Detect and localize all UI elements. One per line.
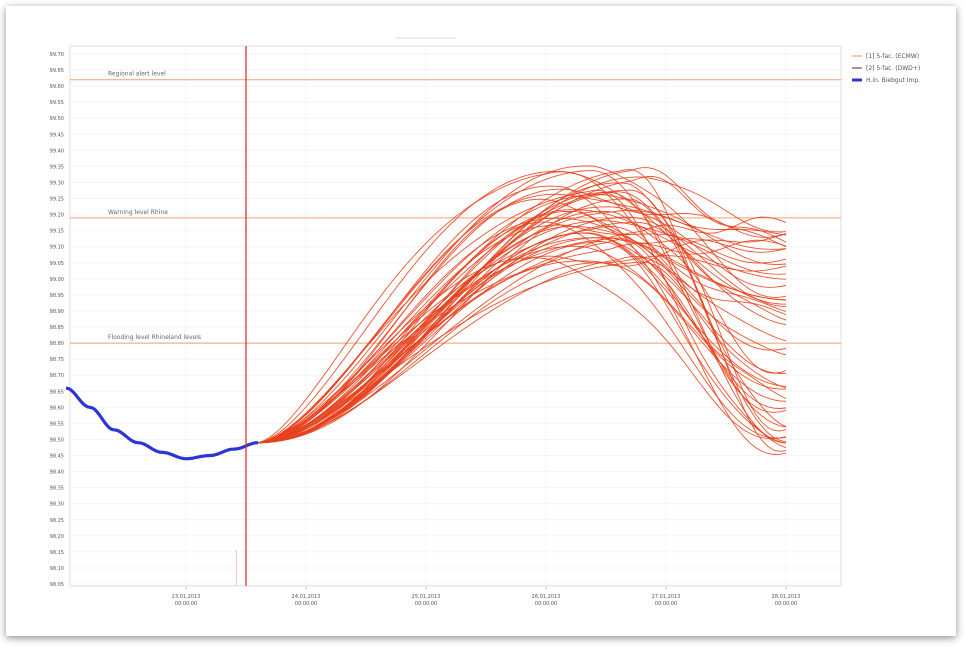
legend-label: H.in. Biebgut Imp.: [866, 77, 920, 84]
y-tick-label: 98.85: [50, 325, 64, 331]
ensemble-member-line: [257, 176, 787, 444]
y-tick-label: 98.95: [50, 293, 64, 299]
ensemble-member-line: [257, 165, 787, 444]
ensemble-member-line: [257, 206, 787, 444]
grid-layer: [70, 46, 841, 586]
ensemble-member-line: [257, 175, 787, 444]
y-tick-label: 99.70: [50, 52, 64, 58]
y-tick-label: 99.45: [50, 132, 64, 138]
y-tick-label: 99.55: [50, 100, 64, 106]
y-tick-label: 98.15: [50, 550, 64, 556]
y-tick-label: 98.30: [50, 502, 64, 508]
hydrograph-chart: Regional alert level Warning level Rhine F…: [6, 6, 956, 636]
y-tick-label: 99.60: [50, 84, 64, 90]
ensemble-member-line: [257, 255, 787, 444]
legend: [1] 5-fac. (ECMW) [2] 5-fac. (DWD+) H.in. …: [852, 53, 920, 84]
y-tick-label: 99.35: [50, 164, 64, 170]
ensemble-member-line: [257, 198, 787, 444]
y-tick-label: 99.30: [50, 180, 64, 186]
y-tick-label: 99.25: [50, 197, 64, 203]
y-tick-label: 98.35: [50, 486, 64, 492]
ensemble-member-line: [257, 245, 787, 444]
y-tick-label: 98.90: [50, 309, 64, 315]
chart-frame: Regional alert level Warning level Rhine F…: [6, 6, 956, 636]
y-tick-label: 98.40: [50, 470, 64, 476]
y-tick-label: 98.50: [50, 437, 64, 443]
ensemble-member-line: [257, 217, 787, 444]
y-tick-label: 98.45: [50, 454, 64, 460]
legend-label: [2] 5-fac. (DWD+): [866, 65, 920, 72]
y-tick-label: 98.75: [50, 357, 64, 363]
y-tick-label: 99.40: [50, 148, 64, 154]
ensemble-layer: [257, 165, 787, 455]
y-tick-label: 98.65: [50, 389, 64, 395]
y-tick-label: 98.05: [50, 582, 64, 588]
x-tick-label: 24.01.2013: [292, 594, 321, 600]
threshold-label: Warning level Rhine: [108, 209, 168, 216]
y-tick-label: 98.25: [50, 518, 64, 524]
x-tick-label: 27.01.2013: [652, 594, 681, 600]
plot-area: [69, 45, 842, 587]
ensemble-member-line: [257, 257, 787, 444]
y-tick-label: 98.80: [50, 341, 64, 347]
ensemble-member-line: [257, 189, 787, 449]
observed-line: [65, 386, 259, 461]
ensemble-member-line: [257, 210, 787, 444]
ensemble-member-line: [257, 171, 787, 444]
x-tick-time: 00:00:00: [295, 601, 317, 607]
y-tick-label: 98.70: [50, 373, 64, 379]
x-tick-label: 25.01.2013: [412, 594, 441, 600]
x-tick-label: 28.01.2013: [772, 594, 801, 600]
y-tick-label: 98.20: [50, 534, 64, 540]
x-tick-time: 00:00:00: [415, 601, 437, 607]
x-tick-time: 00:00:00: [775, 601, 797, 607]
chart-background: [6, 6, 956, 636]
y-tick-label: 99.00: [50, 277, 64, 283]
ensemble-member-line: [257, 224, 787, 444]
ensemble-member-line: [257, 220, 787, 444]
ensemble-member-line: [257, 170, 787, 444]
x-tick-label: 26.01.2013: [532, 594, 561, 600]
legend-label: [1] 5-fac. (ECMW): [866, 53, 919, 60]
y-tick-label: 98.60: [50, 405, 64, 411]
threshold-label: Flooding level Rhineland levels: [108, 334, 201, 341]
y-tick-label: 99.20: [50, 213, 64, 219]
y-tick-label: 99.50: [50, 116, 64, 122]
ensemble-member-line: [257, 198, 787, 452]
ensemble-member-line: [257, 170, 787, 444]
ensemble-member-line: [257, 221, 787, 444]
x-tick-label: 23.01.2013: [172, 594, 201, 600]
marker-layer: [235, 46, 247, 586]
x-tick-time: 00:00:00: [535, 601, 557, 607]
ensemble-member-line: [257, 188, 787, 444]
threshold-label: Regional alert level: [108, 71, 166, 78]
ensemble-member-line: [257, 239, 787, 444]
ensemble-member-line: [257, 255, 787, 444]
axis-layer: 99.70 99.65 99.60 99.55 99.50 99.45 99.40 99.35…: [50, 52, 801, 607]
y-tick-label: 98.10: [50, 566, 64, 572]
ensemble-member-line: [257, 225, 787, 444]
x-tick-time: 00:00:00: [655, 601, 677, 607]
y-tick-label: 99.65: [50, 68, 64, 74]
y-tick-label: 99.15: [50, 229, 64, 235]
ensemble-member-line: [257, 233, 787, 444]
y-tick-label: 99.10: [50, 245, 64, 251]
ensemble-member-line: [257, 209, 787, 444]
y-tick-label: 99.05: [50, 261, 64, 267]
y-tick-label: 98.55: [50, 421, 64, 427]
x-tick-time: 00:00:00: [175, 601, 197, 607]
observed-layer: [65, 386, 259, 461]
